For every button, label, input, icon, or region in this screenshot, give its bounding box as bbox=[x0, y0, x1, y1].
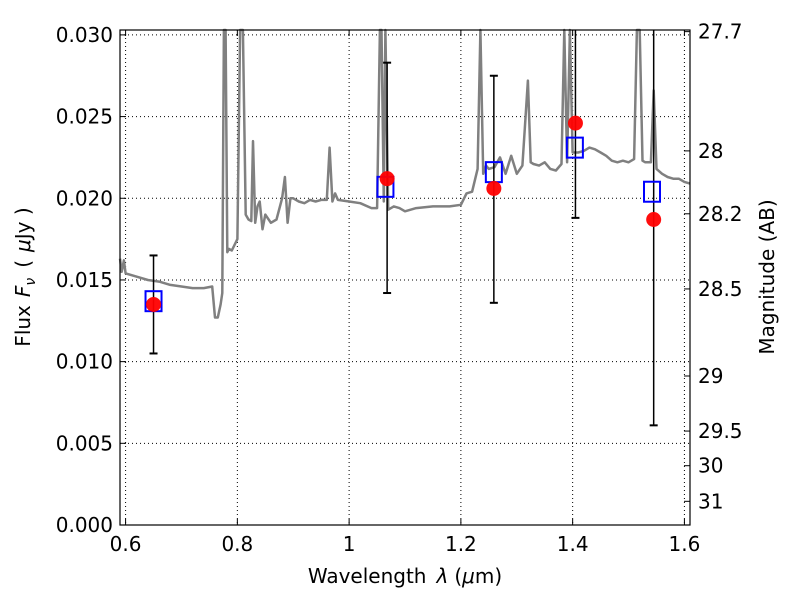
observed-points bbox=[146, 115, 662, 312]
y-tick-label: 0.020 bbox=[56, 186, 113, 210]
x-tick-label: 1.2 bbox=[445, 532, 477, 556]
x-tick-label: 1.4 bbox=[557, 532, 589, 556]
y2-axis-label: Magnitude (AB) bbox=[755, 199, 779, 354]
x-axis-label-unit-close: m) bbox=[475, 564, 502, 588]
y-tick-label: 0.030 bbox=[56, 23, 113, 47]
y2-tick-label: 31 bbox=[698, 489, 723, 513]
x-axis-label: Wavelength λ (μm) bbox=[308, 564, 502, 588]
y-tick-label: 0.015 bbox=[56, 268, 113, 292]
x-tick-label: 1 bbox=[343, 532, 356, 556]
x-axis-label-symbol: λ bbox=[435, 564, 448, 588]
y2-tick-label: 28 bbox=[698, 139, 723, 163]
y2-tick-label: 28.5 bbox=[698, 277, 743, 301]
y2-tick-label: 27.7 bbox=[698, 20, 743, 44]
y2-tick-label: 29.5 bbox=[698, 419, 743, 443]
y-axis-label-symbol: F bbox=[11, 285, 35, 297]
y-axis-label-unit-close: Jy ) bbox=[11, 207, 35, 241]
x-tick-label: 1.6 bbox=[669, 532, 701, 556]
observed-point bbox=[379, 171, 395, 187]
y-tick-label: 0.025 bbox=[56, 105, 113, 129]
observed-point bbox=[146, 296, 162, 312]
template-spectrum-line bbox=[118, 28, 691, 319]
y-tick-label: 0.000 bbox=[56, 513, 113, 537]
observed-point bbox=[567, 115, 583, 131]
x-axis-label-unit-open: ( bbox=[454, 564, 462, 588]
observed-point bbox=[486, 180, 502, 196]
observed-point bbox=[646, 212, 662, 228]
y-axis-label: Flux Fν ( μJy ) bbox=[11, 207, 39, 346]
y-axis-label-text: Flux bbox=[11, 305, 35, 347]
x-axis-label-unit-mu: μ bbox=[461, 564, 475, 588]
y2-tick-label: 29 bbox=[698, 364, 723, 388]
model-band-marker bbox=[565, 136, 584, 159]
model-band-marker bbox=[643, 180, 661, 203]
y-axis-label-unit-mu: μ bbox=[11, 239, 35, 253]
y2-tick-label: 30 bbox=[698, 454, 723, 478]
y-axis-label-unit-open: ( bbox=[11, 260, 35, 268]
y2-tick-label: 28.2 bbox=[698, 202, 743, 226]
y-axis-label-subscript: ν bbox=[23, 278, 39, 286]
x-tick-label: 0.6 bbox=[110, 532, 142, 556]
x-tick-label: 0.8 bbox=[221, 532, 253, 556]
plot-frame bbox=[119, 29, 691, 526]
grid bbox=[120, 30, 690, 526]
x-axis-label-text: Wavelength bbox=[308, 564, 427, 588]
axis-ticks: 0.6 0.8 1 1.2 1.4 1.6 0.000 0.005 0.010 0.015 0.02… bbox=[56, 20, 743, 556]
y-tick-label: 0.010 bbox=[56, 350, 113, 374]
template-spectrum bbox=[118, 28, 691, 319]
y-tick-label: 0.005 bbox=[56, 431, 113, 455]
